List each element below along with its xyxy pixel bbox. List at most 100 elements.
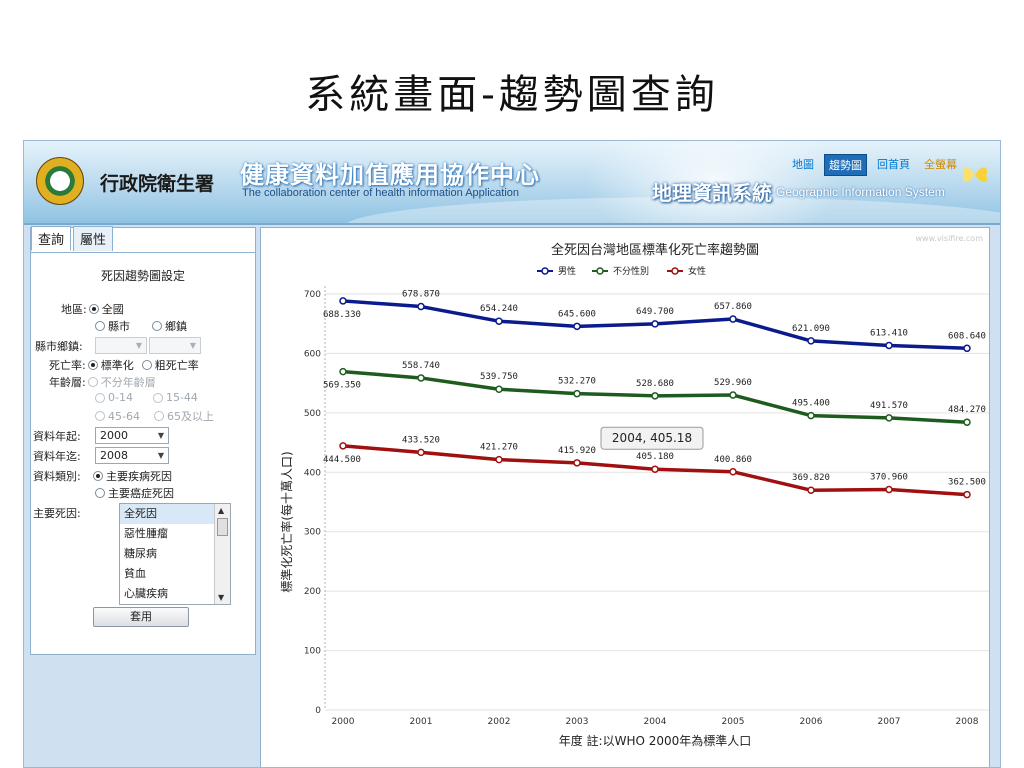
rate-row: 死亡率: 標準化 粗死亡率 — [49, 357, 199, 373]
nav-fullscreen-link[interactable]: 全螢幕 — [924, 158, 957, 171]
data-label: 654.240 — [480, 304, 518, 314]
age-radio-0-14[interactable] — [95, 392, 105, 403]
data-type-radio-cancer[interactable] — [95, 488, 105, 498]
data-label: 532.270 — [558, 377, 596, 387]
age-radio-all[interactable] — [87, 377, 98, 387]
list-item[interactable]: 貧血 — [124, 567, 146, 580]
list-scrollbar[interactable]: ▲ ▼ — [214, 504, 230, 604]
x-tick-label: 2001 — [410, 717, 433, 727]
year-to-row: 資料年迄: 2008 ▼ — [33, 447, 169, 464]
data-point — [807, 486, 815, 494]
data-point — [885, 341, 893, 350]
slide-title: 系統畫面-趨勢圖查詢 — [305, 72, 719, 118]
data-label: 400.860 — [714, 455, 752, 465]
data-type-option-cancer[interactable]: 主要癌症死因 — [108, 487, 174, 500]
x-tick-label: 2004 — [644, 717, 667, 727]
age-option-all[interactable]: 不分年齡層 — [100, 376, 156, 389]
panel-title: 死因趨勢圖設定 — [100, 269, 185, 283]
data-point — [729, 391, 737, 399]
township-select[interactable]: ▼ — [149, 337, 201, 354]
data-point — [573, 389, 581, 398]
data-label: 433.520 — [402, 435, 440, 445]
gis-subtitle: Geographic Information System — [776, 185, 945, 199]
scroll-up-icon[interactable]: ▲ — [218, 506, 225, 515]
data-label: 370.960 — [870, 473, 908, 483]
chart-title: 全死因台灣地區標準化死亡率趨勢圖 — [551, 242, 759, 258]
age-radio-65-plus[interactable] — [153, 411, 164, 421]
year-to-select[interactable]: 2008 ▼ — [95, 447, 169, 464]
data-label: 657.860 — [714, 302, 752, 312]
region-radio-county[interactable] — [95, 321, 105, 331]
region-option-county[interactable]: 縣市 — [108, 320, 130, 333]
county-select[interactable]: ▼ — [95, 337, 147, 354]
data-type-radio-disease[interactable] — [93, 471, 103, 481]
year-from-row: 資料年起: 2000 ▼ — [33, 427, 169, 444]
town-label: 縣市鄉鎮: — [35, 339, 83, 353]
legend-label: 女性 — [688, 265, 706, 277]
center-title: 健康資料加值應用協作中心 — [240, 161, 540, 189]
tab-query[interactable]: 查詢 — [31, 226, 72, 251]
legend-marker — [671, 267, 679, 275]
age-option-15-44[interactable]: 15-44 — [165, 391, 198, 404]
causes-row: 主要死因: — [33, 505, 81, 521]
list-item[interactable]: 全死因 — [120, 504, 230, 524]
scroll-thumb[interactable] — [217, 518, 228, 536]
list-item[interactable]: 惡性腫瘤 — [124, 527, 168, 540]
age-label: 年齡層: — [49, 376, 86, 389]
list-item[interactable]: 糖尿病 — [124, 547, 157, 560]
nav-home-link[interactable]: 回首頁 — [877, 158, 910, 171]
chart-watermark: www.visifire.com — [915, 234, 984, 243]
rate-radio-crude[interactable] — [141, 360, 152, 370]
ministry-emblem-icon — [36, 157, 84, 205]
region-radio-national[interactable] — [88, 304, 99, 314]
scroll-down-icon[interactable]: ▼ — [218, 593, 225, 602]
data-point — [963, 344, 971, 353]
data-point — [417, 302, 425, 311]
tooltip-text: 2004, 405.18 — [612, 431, 692, 445]
data-point — [885, 485, 893, 494]
data-label: 444.500 — [323, 455, 361, 465]
region-option-town[interactable]: 鄉鎮 — [165, 320, 187, 333]
region-radio-town[interactable] — [152, 321, 162, 331]
chevron-down-icon: ▼ — [157, 431, 164, 440]
data-label: 528.680 — [636, 379, 674, 389]
data-point — [885, 414, 893, 422]
y-tick-label: 200 — [304, 587, 321, 597]
data-label: 678.870 — [402, 290, 440, 300]
data-point — [339, 442, 347, 450]
data-point — [417, 374, 425, 382]
data-label: 649.700 — [636, 307, 674, 317]
data-label: 369.820 — [792, 473, 830, 483]
age-option-0-14[interactable]: 0-14 — [108, 391, 133, 404]
nav-map-link[interactable]: 地圖 — [792, 158, 814, 171]
rate-label: 死亡率: — [49, 359, 86, 372]
y-tick-label: 400 — [304, 468, 321, 478]
age-radio-15-44[interactable] — [152, 392, 163, 403]
apply-button[interactable]: 套用 — [93, 607, 189, 627]
data-label: 362.500 — [948, 478, 986, 488]
rate-option-standardized[interactable]: 標準化 — [100, 359, 134, 372]
data-label: 621.090 — [792, 324, 830, 334]
list-item[interactable]: 心臟疾病 — [124, 587, 168, 600]
age-row: 年齡層: 不分年齡層 — [49, 374, 156, 390]
x-tick-label: 2005 — [722, 717, 745, 727]
region-option-national[interactable]: 全國 — [101, 303, 124, 316]
age-option-45-64[interactable]: 45-64 — [108, 409, 140, 423]
rate-radio-standardized[interactable] — [87, 360, 98, 370]
data-label: 529.960 — [714, 378, 752, 388]
data-point — [651, 392, 659, 400]
data-type-row: 資料類別: 主要疾病死因 — [33, 468, 172, 484]
legend-label: 男性 — [558, 265, 576, 277]
data-type-option-disease[interactable]: 主要疾病死因 — [106, 470, 172, 483]
age-radio-45-64[interactable] — [95, 411, 105, 421]
data-label: 415.920 — [558, 446, 596, 456]
cause-listbox[interactable]: 全死因 惡性腫瘤 糖尿病 貧血 心臟疾病 ▲ ▼ — [119, 503, 231, 605]
y-tick-label: 700 — [304, 290, 321, 300]
age-option-65-plus[interactable]: 65及以上 — [166, 410, 214, 423]
year-from-select[interactable]: 2000 ▼ — [95, 427, 169, 444]
data-label: 495.400 — [792, 399, 830, 409]
rate-option-crude[interactable]: 粗死亡率 — [154, 359, 199, 372]
tab-attributes[interactable]: 屬性 — [73, 226, 114, 251]
data-point — [729, 315, 737, 323]
nav-trend-link[interactable]: 趨勢圖 — [824, 154, 867, 176]
